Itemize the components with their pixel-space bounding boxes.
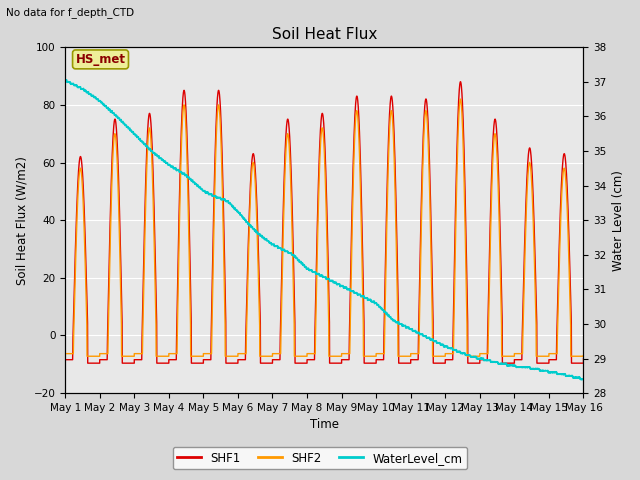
Y-axis label: Water Level (cm): Water Level (cm) [612,170,625,271]
Y-axis label: Soil Heat Flux (W/m2): Soil Heat Flux (W/m2) [15,156,28,285]
Title: Soil Heat Flux: Soil Heat Flux [271,27,377,42]
Text: No data for f_depth_CTD: No data for f_depth_CTD [6,7,134,18]
X-axis label: Time: Time [310,419,339,432]
Text: HS_met: HS_met [76,53,125,66]
Legend: SHF1, SHF2, WaterLevel_cm: SHF1, SHF2, WaterLevel_cm [173,447,467,469]
